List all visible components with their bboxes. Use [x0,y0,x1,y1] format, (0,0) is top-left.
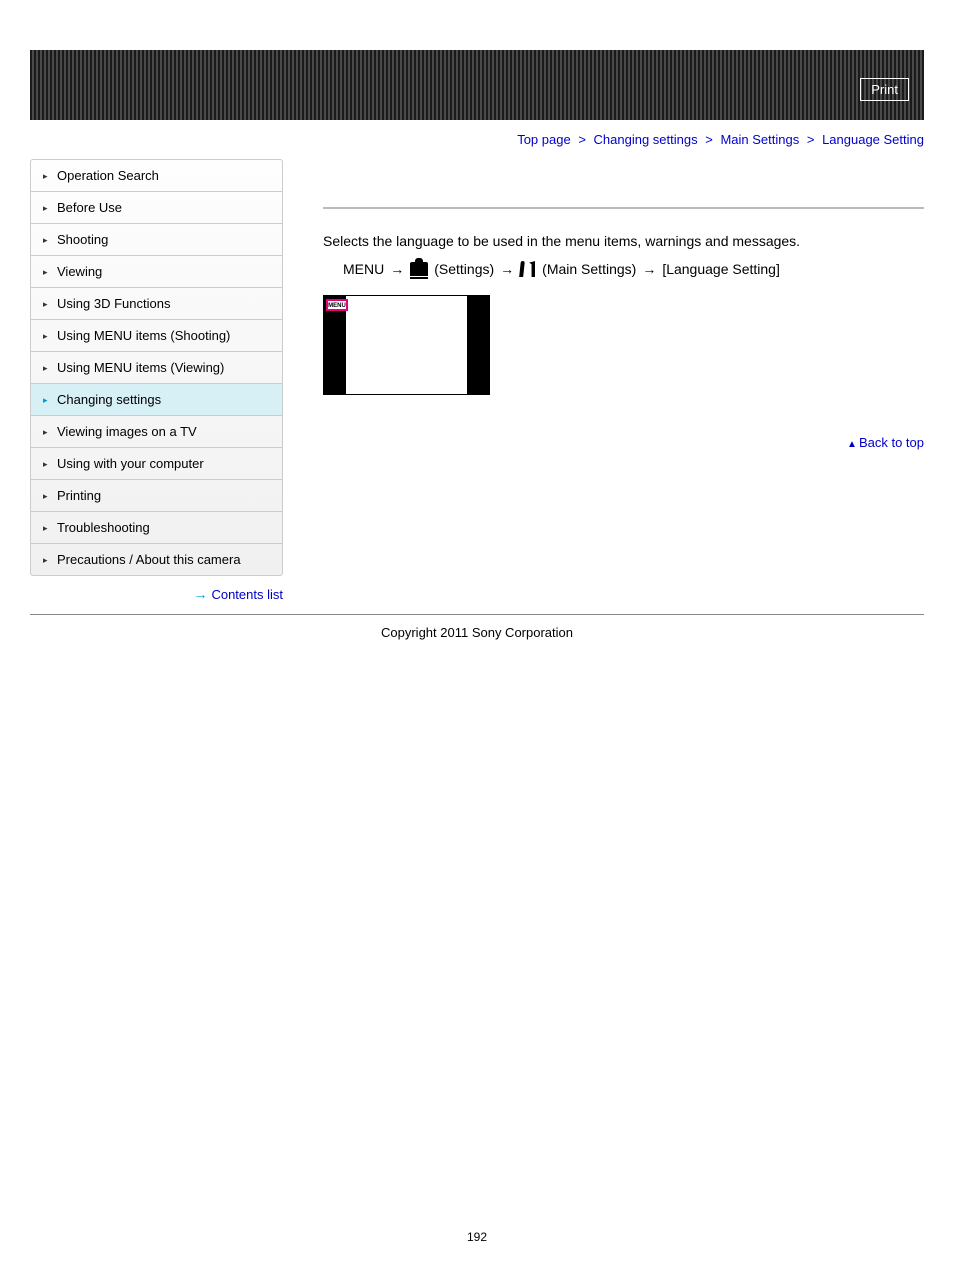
breadcrumb-link[interactable]: Language Setting [822,132,924,147]
breadcrumb-link[interactable]: Changing settings [594,132,698,147]
breadcrumb-link[interactable]: Top page [517,132,571,147]
sidebar-item-operation-search[interactable]: Operation Search [31,160,282,192]
sidebar-item-label: Using MENU items (Viewing) [57,360,224,375]
sidebar-item-shooting[interactable]: Shooting [31,224,282,256]
screen-preview: MENU [323,295,490,395]
breadcrumb-separator: > [807,132,815,147]
sidebar-item-label: Viewing [57,264,102,279]
page-number: 192 [30,1230,924,1264]
sidebar-item-label: Using MENU items (Shooting) [57,328,230,343]
breadcrumb: Top page > Changing settings > Main Sett… [30,120,924,159]
sidebar-item-label: Before Use [57,200,122,215]
sidebar-item-computer[interactable]: Using with your computer [31,448,282,480]
menu-badge: MENU [326,299,348,311]
sidebar-item-3d-functions[interactable]: Using 3D Functions [31,288,282,320]
sidebar-item-label: Precautions / About this camera [57,552,241,567]
sidebar-item-label: Troubleshooting [57,520,150,535]
menu-path: MENU → (Settings) → (Main Settings) → [L… [323,261,924,277]
breadcrumb-separator: > [705,132,713,147]
settings-toolbox-icon [410,262,428,276]
back-to-top-row: ▲Back to top [323,435,924,450]
screen-right-bar [467,296,489,394]
sidebar-item-precautions[interactable]: Precautions / About this camera [31,544,282,575]
arrow-right-icon: → [390,261,404,277]
menu-path-start: MENU [343,261,384,277]
divider [323,207,924,209]
print-button[interactable]: Print [860,78,909,101]
screen-left-bar: MENU [324,296,346,394]
sidebar-item-printing[interactable]: Printing [31,480,282,512]
sidebar-item-label: Viewing images on a TV [57,424,197,439]
description-text: Selects the language to be used in the m… [323,233,924,249]
sidebar-item-label: Printing [57,488,101,503]
contents-list-row: → Contents list [30,576,283,608]
sidebar-item-changing-settings[interactable]: Changing settings [31,384,282,416]
screen-center [346,296,467,394]
arrow-right-icon: → [642,261,656,277]
sidebar-item-label: Shooting [57,232,108,247]
menu-path-step: (Settings) [434,261,494,277]
sidebar-item-menu-viewing[interactable]: Using MENU items (Viewing) [31,352,282,384]
sidebar-item-label: Using 3D Functions [57,296,170,311]
breadcrumb-separator: > [578,132,586,147]
sidebar: Operation Search Before Use Shooting Vie… [30,159,283,576]
back-to-top-link[interactable]: Back to top [859,435,924,450]
up-triangle-icon: ▲ [847,439,857,450]
copyright-text: Copyright 2011 Sony Corporation [30,615,924,650]
arrow-right-icon: → [193,586,207,602]
sidebar-item-troubleshooting[interactable]: Troubleshooting [31,512,282,544]
tools-icon [520,261,536,277]
menu-path-step: (Main Settings) [542,261,636,277]
menu-path-step: [Language Setting] [662,261,780,277]
sidebar-item-label: Operation Search [57,168,159,183]
sidebar-item-viewing-tv[interactable]: Viewing images on a TV [31,416,282,448]
sidebar-item-viewing[interactable]: Viewing [31,256,282,288]
header-banner: Print [30,50,924,120]
sidebar-item-label: Using with your computer [57,456,204,471]
arrow-right-icon: → [500,261,514,277]
content-area: Selects the language to be used in the m… [283,159,924,450]
sidebar-item-label: Changing settings [57,392,161,407]
contents-list-link[interactable]: Contents list [211,587,283,602]
breadcrumb-link[interactable]: Main Settings [720,132,799,147]
sidebar-item-before-use[interactable]: Before Use [31,192,282,224]
sidebar-item-menu-shooting[interactable]: Using MENU items (Shooting) [31,320,282,352]
